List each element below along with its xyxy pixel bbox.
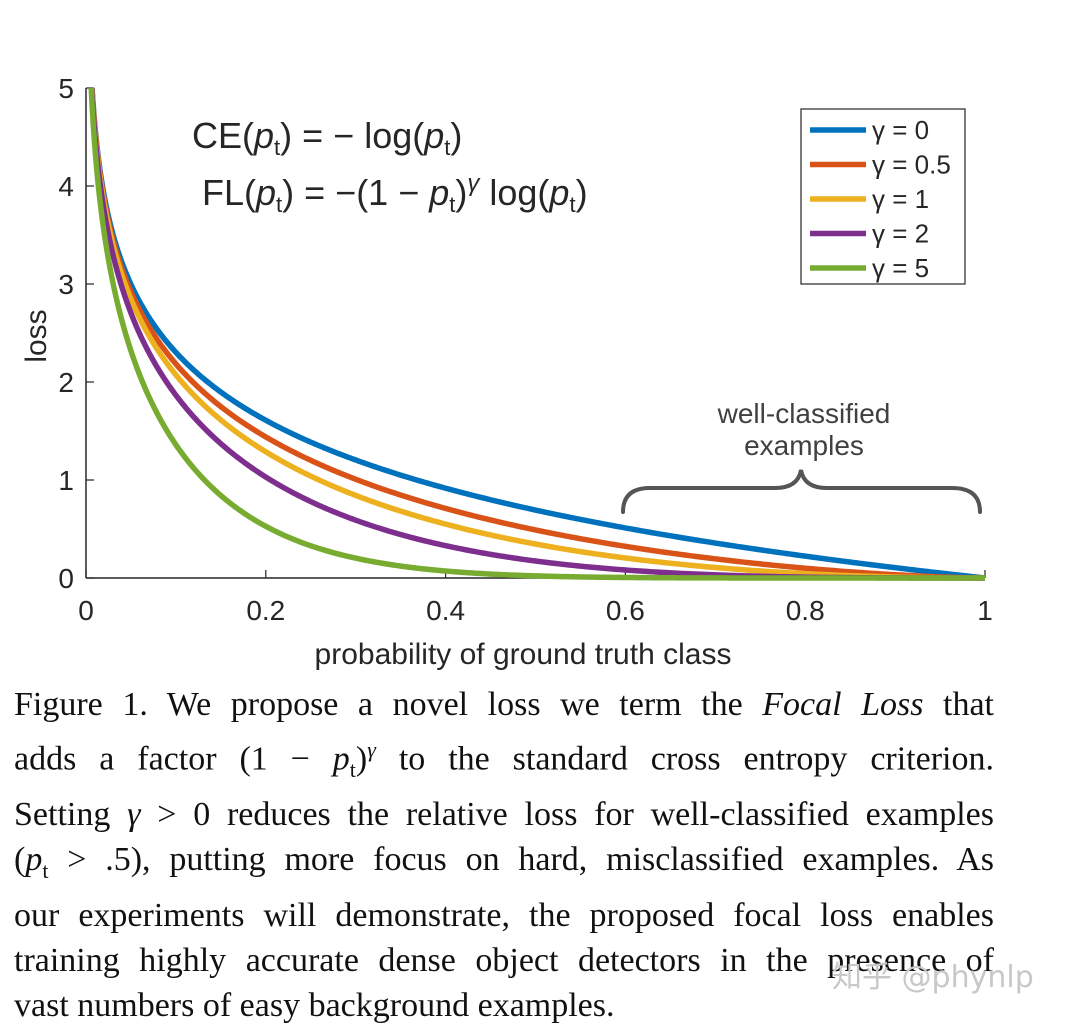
curve-gamma-5 <box>88 86 985 581</box>
caption-line-1: Figure 1. We propose a novel loss we ter… <box>14 686 994 723</box>
y-tick-label: 2 <box>58 367 74 398</box>
y-tick-label: 5 <box>58 73 74 104</box>
x-axis-label: probability of ground truth class <box>315 638 732 671</box>
legend-label: γ = 1 <box>872 184 929 214</box>
x-tick-label: 0.8 <box>786 595 825 626</box>
ce-formula: CE(pt) = − log(pt) <box>192 115 462 160</box>
curves <box>88 86 986 581</box>
legend: γ = 0 γ = 0.5 γ = 1 γ = 2 γ = 5 <box>800 108 966 285</box>
legend-label: γ = 5 <box>872 253 929 283</box>
legend-label: γ = 2 <box>872 219 929 249</box>
x-tick-label: 0.2 <box>246 595 285 626</box>
legend-label: γ = 0 <box>872 115 929 145</box>
caption-line-4: (pt > .5), putting more focus on hard, m… <box>14 841 994 883</box>
x-tick-label: 1 <box>977 595 993 626</box>
caption-line-5: our experiments will demonstrate, the pr… <box>14 896 994 934</box>
y-tick-label: 4 <box>58 171 74 202</box>
caption-line-6: training highly accurate dense object de… <box>14 941 994 979</box>
well-classified-annotation: well-classified examples <box>621 398 982 514</box>
annotation-brace <box>621 469 982 514</box>
x-tick-label: 0 <box>78 595 94 626</box>
focal-loss-chart: 0 0.2 0.4 0.6 0.8 1 0 1 2 3 4 5 probability of gro… <box>20 73 993 671</box>
figure-caption: Figure 1. We propose a novel loss we ter… <box>14 682 994 1028</box>
watermark: 知乎 @phynlp <box>832 960 1034 995</box>
annotation-line1: well-classified <box>717 398 891 429</box>
caption-line-3: Setting γ > 0 reduces the relative loss … <box>14 796 994 834</box>
curve-gamma-0 <box>89 86 986 581</box>
caption-line-7: vast numbers of easy background examples… <box>14 986 615 1024</box>
y-tick-label: 3 <box>58 269 74 300</box>
caption-line-2: adds a factor (1 − pt)γ to the standard … <box>14 737 994 783</box>
y-tick-label: 1 <box>58 465 74 496</box>
legend-label: γ = 0.5 <box>872 150 951 180</box>
y-ticks: 0 1 2 3 4 5 <box>58 73 94 594</box>
annotation-line2: examples <box>744 430 864 461</box>
y-axis-label: loss <box>20 309 53 362</box>
curve-gamma-1 <box>89 86 985 581</box>
x-tick-label: 0.6 <box>606 595 645 626</box>
fl-formula: FL(pt) = −(1 − pt)γ log(pt) <box>202 170 588 217</box>
curve-gamma-0_5 <box>89 86 986 581</box>
y-tick-label: 0 <box>58 563 74 594</box>
legend-items: γ = 0 γ = 0.5 γ = 1 γ = 2 γ = 5 <box>810 115 951 283</box>
x-tick-label: 0.4 <box>426 595 465 626</box>
x-ticks: 0 0.2 0.4 0.6 0.8 1 <box>78 570 993 626</box>
